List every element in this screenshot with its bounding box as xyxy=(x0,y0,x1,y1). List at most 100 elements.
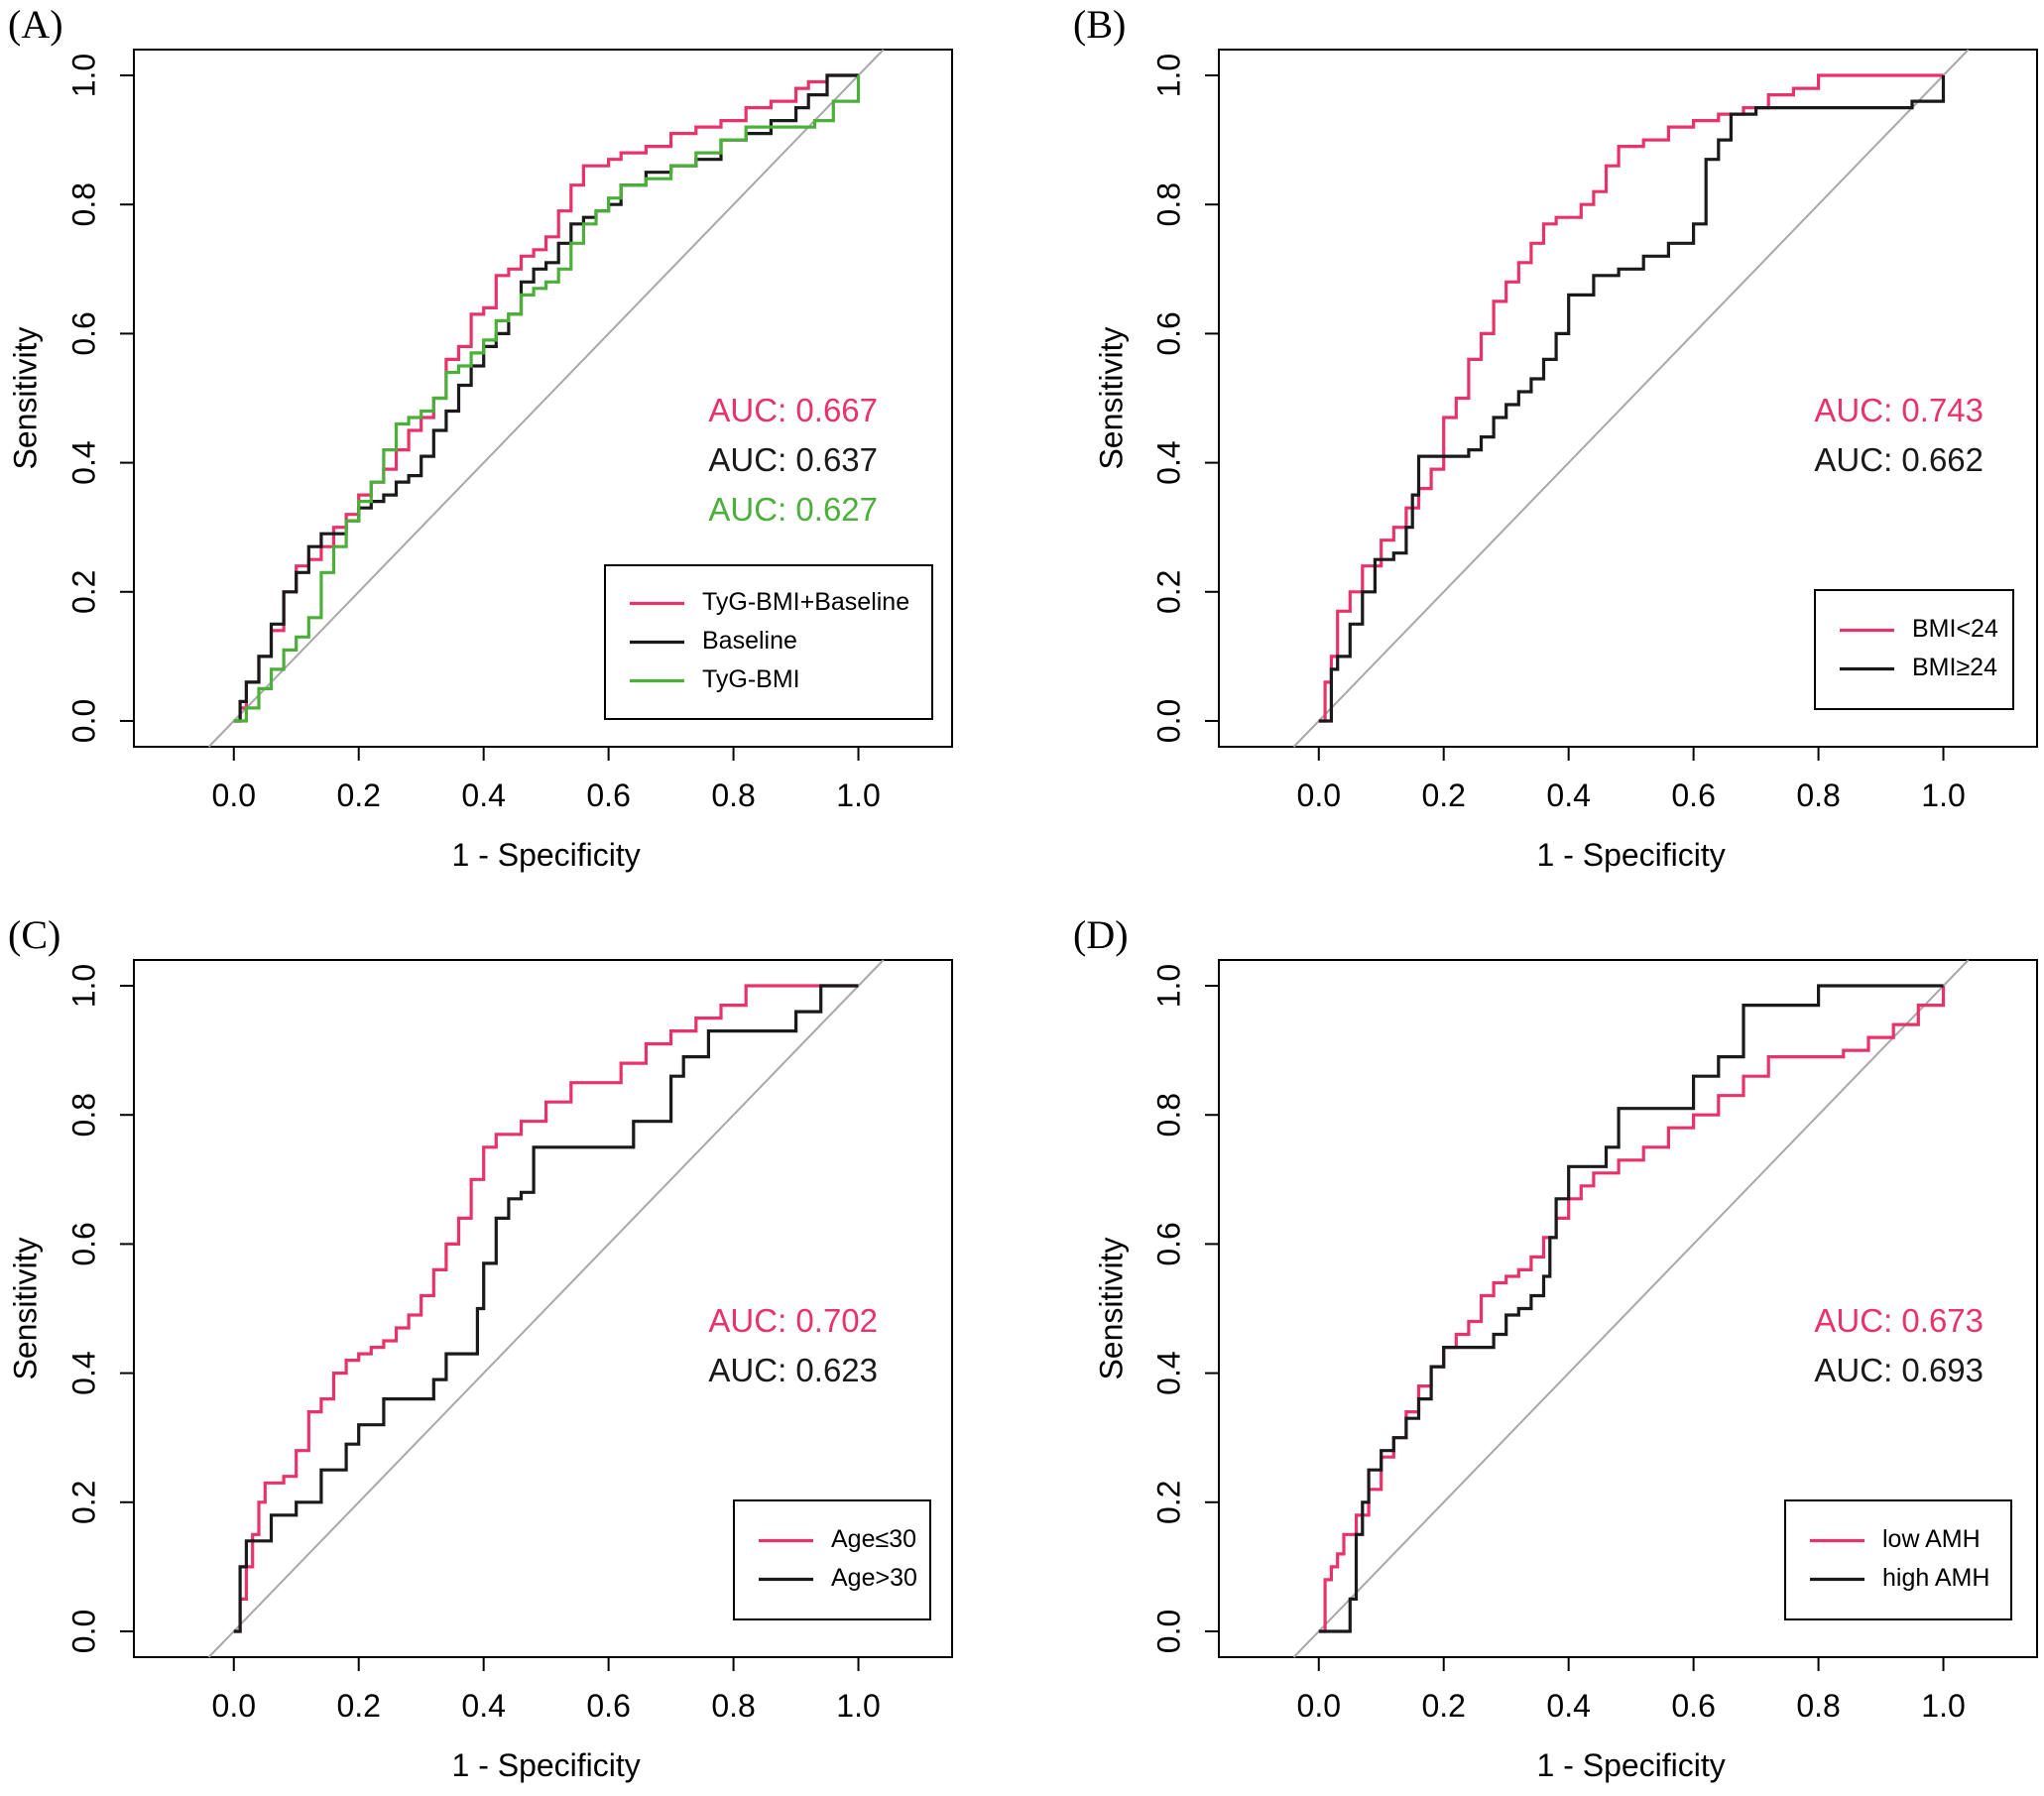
y-tick-label: 0.8 xyxy=(65,1093,101,1137)
auc-label: AUC: 0.627 xyxy=(708,491,878,528)
y-tick-label: 0.0 xyxy=(65,1610,101,1653)
auc-label: AUC: 0.743 xyxy=(1814,392,1984,428)
chart-panel-b: (B) 0.0 0.2 0.4 0.6 0.8 1.0 0.0 0.2 0.4 0.6 0.8 1.0 1… xyxy=(1073,2,2038,873)
x-tick-label: 0.8 xyxy=(711,1688,755,1724)
auc-label: AUC: 0.623 xyxy=(708,1352,878,1388)
x-tick-label: 0.2 xyxy=(336,1688,380,1724)
roc-curve-bmi-24 xyxy=(1318,75,1946,723)
auc-label: AUC: 0.673 xyxy=(1814,1302,1984,1339)
y-tick-label: 1.0 xyxy=(1150,54,1186,97)
y-tick-label: 0.6 xyxy=(65,311,101,355)
legend-label: BMI<24 xyxy=(1912,615,1998,643)
legend-label: TyG-BMI+Baseline xyxy=(702,588,909,616)
x-axis-title: 1 - Specificity xyxy=(452,1747,641,1783)
diagonal-reference-line xyxy=(1292,49,1970,748)
legend-label: Age≤30 xyxy=(831,1525,916,1553)
x-tick-label: 1.0 xyxy=(836,1688,880,1724)
legend: BMI<24 BMI≥24 xyxy=(1814,589,2014,710)
legend-label: Baseline xyxy=(702,627,797,655)
y-tick-label: 0.8 xyxy=(1150,182,1186,226)
y-tick-label: 0.0 xyxy=(1150,699,1186,743)
x-tick-label: 0.4 xyxy=(461,1688,505,1724)
panel-label: (B) xyxy=(1073,2,1126,47)
y-tick-label: 0.8 xyxy=(65,182,101,226)
x-tick-label: 0.8 xyxy=(1796,778,1840,813)
chart-panel-a: (A) 0.0 0.2 0.4 0.6 0.8 1.0 0.0 0.2 0.4 0.6 0.8 1.0 1… xyxy=(7,2,953,873)
y-tick-label: 0.4 xyxy=(1150,1351,1186,1394)
diagonal-reference-line xyxy=(207,49,885,748)
auc-label: AUC: 0.637 xyxy=(708,441,878,478)
auc-label: AUC: 0.667 xyxy=(708,392,878,428)
legend-box xyxy=(1814,589,2014,710)
roc-curve-tyg-bmi xyxy=(233,75,861,723)
x-tick-label: 0.4 xyxy=(1546,778,1590,813)
y-tick-label: 1.0 xyxy=(65,54,101,97)
legend-box xyxy=(733,1499,931,1620)
y-tick-label: 0.6 xyxy=(65,1222,101,1265)
x-tick-label: 1.0 xyxy=(1921,1688,1965,1724)
y-axis-title: Sensitivity xyxy=(1093,1237,1129,1379)
y-tick-label: 0.6 xyxy=(1150,311,1186,355)
x-tick-label: 0.0 xyxy=(1297,778,1341,813)
x-tick-label: 0.6 xyxy=(1671,1688,1715,1724)
x-tick-label: 0.0 xyxy=(212,778,256,813)
x-tick-label: 1.0 xyxy=(836,778,880,813)
x-tick-label: 0.6 xyxy=(586,778,630,813)
y-tick-label: 0.4 xyxy=(65,1351,101,1394)
x-tick-label: 0.2 xyxy=(336,778,380,813)
x-tick-label: 0.4 xyxy=(1546,1688,1590,1724)
panel-label: (D) xyxy=(1073,912,1129,957)
x-tick-label: 1.0 xyxy=(1921,778,1965,813)
diagonal-reference-line xyxy=(1292,959,1970,1658)
y-axis-title: Sensitivity xyxy=(1093,326,1129,469)
chart-panel-d: (D) 0.0 0.2 0.4 0.6 0.8 1.0 0.0 0.2 0.4 0.6 0.8 1.0 1… xyxy=(1073,912,2038,1783)
x-tick-label: 0.8 xyxy=(1796,1688,1840,1724)
x-tick-label: 0.2 xyxy=(1421,778,1465,813)
legend: low AMH high AMH xyxy=(1784,1499,2012,1620)
chart-panel-c: (C) 0.0 0.2 0.4 0.6 0.8 1.0 0.0 0.2 0.4 0.6 0.8 1.0 1… xyxy=(7,912,953,1783)
roc-curve-age-30 xyxy=(233,984,859,1633)
diagonal-reference-line xyxy=(207,959,885,1658)
x-tick-label: 0.8 xyxy=(711,778,755,813)
roc-curve-bmi-24 xyxy=(1318,73,1944,723)
x-axis-title: 1 - Specificity xyxy=(1537,837,1726,873)
x-tick-label: 0.0 xyxy=(212,1688,256,1724)
roc-curve-age-30 xyxy=(233,984,859,1633)
x-axis-title: 1 - Specificity xyxy=(1537,1747,1726,1783)
y-axis-title: Sensitivity xyxy=(7,326,43,469)
legend-label: TyG-BMI xyxy=(702,665,800,693)
y-tick-label: 0.2 xyxy=(65,1481,101,1524)
x-tick-label: 0.6 xyxy=(1671,778,1715,813)
x-tick-label: 0.4 xyxy=(461,778,505,813)
x-tick-label: 0.0 xyxy=(1297,1688,1341,1724)
legend-label: high AMH xyxy=(1882,1564,1989,1592)
legend-label: BMI≥24 xyxy=(1912,654,1997,681)
x-axis-title: 1 - Specificity xyxy=(452,837,641,873)
x-tick-label: 0.2 xyxy=(1421,1688,1465,1724)
y-tick-label: 0.0 xyxy=(65,699,101,743)
legend: Age≤30 Age>30 xyxy=(733,1499,931,1620)
y-tick-label: 0.4 xyxy=(65,440,101,484)
x-tick-label: 0.6 xyxy=(586,1688,630,1724)
y-tick-label: 0.4 xyxy=(1150,440,1186,484)
y-tick-label: 0.2 xyxy=(65,570,101,614)
y-tick-label: 0.0 xyxy=(1150,1610,1186,1653)
y-tick-label: 0.6 xyxy=(1150,1222,1186,1265)
auc-label: AUC: 0.702 xyxy=(708,1302,878,1339)
legend-label: Age>30 xyxy=(831,1564,917,1592)
y-tick-label: 1.0 xyxy=(1150,964,1186,1008)
roc-curve-low-amh xyxy=(1318,986,1946,1633)
roc-curve-high-amh xyxy=(1318,984,1944,1633)
y-tick-label: 1.0 xyxy=(65,964,101,1008)
panel-label: (A) xyxy=(8,2,63,47)
legend-label: low AMH xyxy=(1882,1525,1981,1553)
legend: TyG-BMI+Baseline Baseline TyG-BMI xyxy=(604,564,933,720)
auc-label: AUC: 0.693 xyxy=(1814,1352,1984,1388)
y-tick-label: 0.2 xyxy=(1150,570,1186,614)
y-tick-label: 0.2 xyxy=(1150,1481,1186,1524)
y-axis-title: Sensitivity xyxy=(7,1237,43,1379)
legend-box xyxy=(1784,1499,2012,1620)
y-tick-label: 0.8 xyxy=(1150,1093,1186,1137)
auc-label: AUC: 0.662 xyxy=(1814,441,1984,478)
